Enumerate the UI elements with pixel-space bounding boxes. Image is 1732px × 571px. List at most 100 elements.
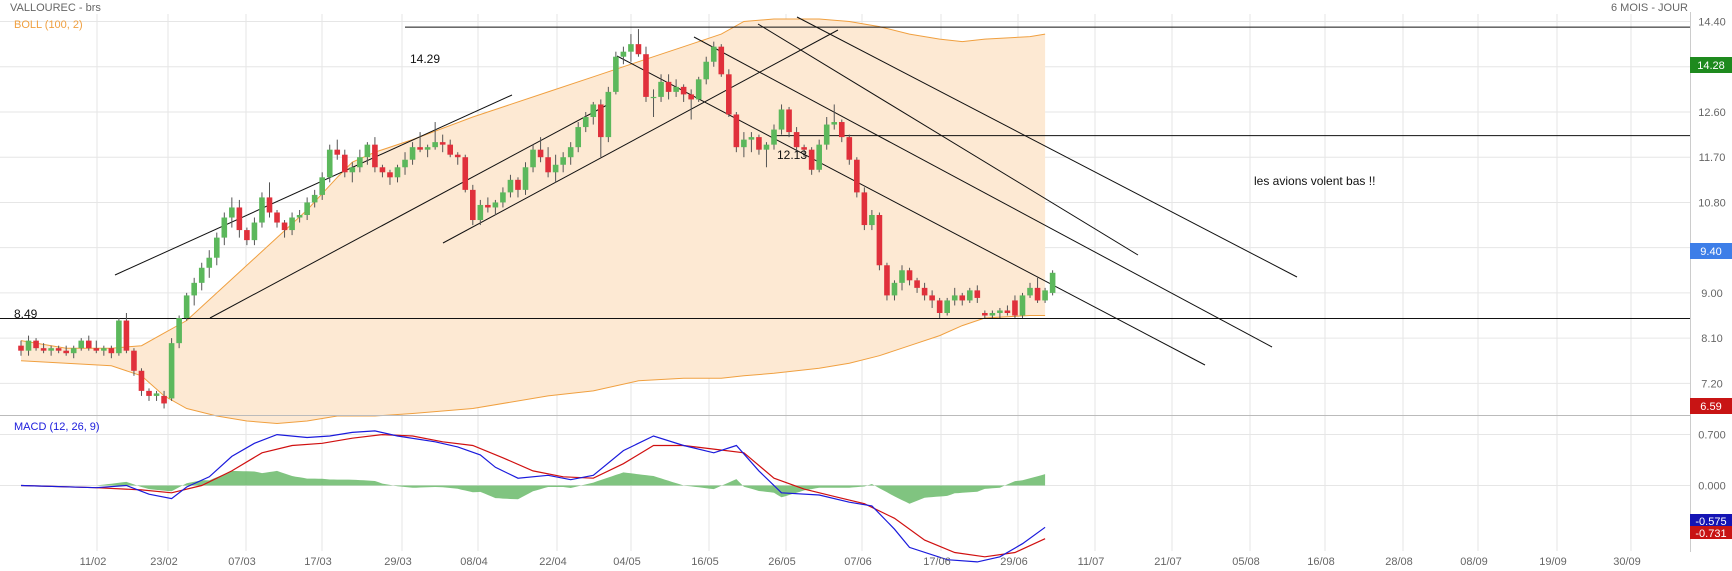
candle-body xyxy=(326,149,333,178)
candle-body xyxy=(771,129,777,145)
period-selector[interactable]: 6 MOIS - JOUR xyxy=(1610,2,1688,14)
price-tick-label: 10.80 xyxy=(1698,197,1726,209)
candle-body xyxy=(424,147,431,150)
date-tick-label: 17/03 xyxy=(304,556,332,568)
date-tick-label: 29/06 xyxy=(1000,556,1028,568)
bollinger-band xyxy=(20,18,1046,425)
date-tick-label: 22/04 xyxy=(539,556,567,568)
svg-text:6.59: 6.59 xyxy=(1700,401,1721,413)
candle-body xyxy=(1027,287,1033,296)
candle-body xyxy=(138,370,145,391)
candle-body xyxy=(628,44,634,52)
candle-body xyxy=(560,157,566,165)
candle-body xyxy=(146,390,152,396)
tag-upper: 14.28 xyxy=(1690,57,1732,73)
price-tick-label: 7.20 xyxy=(1701,378,1722,390)
date-tick-label: 11/07 xyxy=(1078,556,1105,568)
date-tick-label: 30/09 xyxy=(1613,556,1641,568)
candle-body xyxy=(718,46,725,75)
price-tick-label: 8.10 xyxy=(1701,333,1722,345)
candle-body xyxy=(131,350,137,371)
candle-body xyxy=(244,230,250,241)
candle-body xyxy=(379,167,386,173)
macd-histogram xyxy=(21,470,1046,504)
candle-body xyxy=(816,144,822,170)
candle-body xyxy=(439,142,446,145)
candle-body xyxy=(492,202,499,208)
tag-last: 9.40 xyxy=(1690,243,1732,259)
candle-body xyxy=(582,117,589,128)
candle-body xyxy=(236,207,243,231)
candle-body xyxy=(168,343,175,399)
candle-body xyxy=(793,132,800,148)
date-tick-label: 16/05 xyxy=(691,556,719,568)
candle-body xyxy=(974,290,981,298)
candle-body xyxy=(462,157,469,190)
candle-body xyxy=(966,290,973,301)
candle-body xyxy=(575,127,582,148)
candle-body xyxy=(387,172,393,178)
candle-body xyxy=(206,257,213,268)
candle-body xyxy=(394,167,401,178)
candle-body xyxy=(191,282,197,296)
trendline xyxy=(442,29,839,244)
candle-body xyxy=(861,192,868,226)
annotation-note: les avions volent bas !! xyxy=(1254,174,1375,188)
candle-body xyxy=(537,149,544,158)
candle-body xyxy=(665,81,672,92)
candle-body xyxy=(552,164,559,173)
date-tick-label: 07/03 xyxy=(228,556,256,568)
candle-body xyxy=(680,86,687,95)
trendline xyxy=(796,16,1298,278)
candle-body xyxy=(846,137,853,160)
candle-body xyxy=(733,114,740,148)
svg-text:14.28: 14.28 xyxy=(1697,60,1725,72)
candle-body xyxy=(402,159,408,168)
candle-body xyxy=(78,340,85,349)
candle-body xyxy=(229,207,235,218)
svg-text:-0.731: -0.731 xyxy=(1695,528,1726,540)
candle-body xyxy=(266,197,273,213)
svg-text:9.40: 9.40 xyxy=(1700,246,1721,258)
date-tick-label: 23/02 xyxy=(150,556,178,568)
price-tick-label: 14.40 xyxy=(1698,17,1726,29)
candle-body xyxy=(688,94,694,100)
candle-body xyxy=(40,348,47,351)
candle-body xyxy=(778,109,785,130)
candle-body xyxy=(876,215,883,266)
bollinger-lower-line xyxy=(20,315,1046,425)
candle-body xyxy=(274,212,280,223)
macd-label: MACD (12, 26, 9) xyxy=(14,421,100,433)
trendline xyxy=(114,94,513,276)
candle-body xyxy=(259,197,265,223)
candle-body xyxy=(33,340,39,349)
candle-body xyxy=(643,54,649,97)
candle-body xyxy=(613,56,619,92)
candle-body xyxy=(515,179,521,190)
candle-body xyxy=(372,144,378,168)
candle-body xyxy=(1034,287,1041,301)
candle-body xyxy=(18,345,24,351)
candle-body xyxy=(281,222,288,231)
candle-body xyxy=(116,320,122,354)
candle-body xyxy=(1004,310,1011,313)
candle-body xyxy=(85,340,92,349)
candle-body xyxy=(48,348,54,351)
candle-body xyxy=(334,149,341,155)
candle-body xyxy=(635,44,642,55)
candle-body xyxy=(213,237,220,258)
candle-body xyxy=(289,217,295,231)
candle-body xyxy=(936,300,943,313)
candle-body xyxy=(485,204,491,208)
candle-body xyxy=(921,287,928,296)
candle-body xyxy=(304,202,310,216)
level-low-label: 8.49 xyxy=(14,307,38,321)
candle-body xyxy=(808,149,815,170)
tag-signal: -0.731 xyxy=(1690,526,1732,540)
candle-body xyxy=(982,312,988,316)
candle-body xyxy=(590,104,597,118)
date-tick-label: 16/08 xyxy=(1307,556,1335,568)
date-tick-label: 17/06 xyxy=(923,556,951,568)
candle-body xyxy=(153,393,160,396)
candle-body xyxy=(507,179,514,193)
